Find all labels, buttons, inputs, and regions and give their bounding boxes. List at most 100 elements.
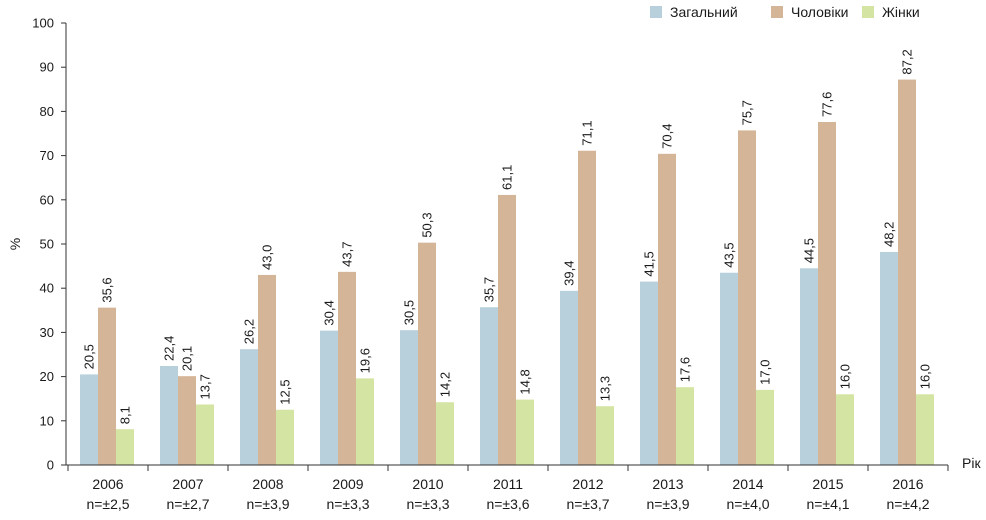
y-axis: 0 10 20 30 40 50 60 70 80 90 100 <box>32 16 67 473</box>
x-axis-label: Рік <box>962 455 981 471</box>
bar <box>240 349 258 465</box>
legend-label: Чоловіки <box>791 4 848 20</box>
bar <box>436 402 454 465</box>
x-axis: 2006 n=±2,5 2007 n=±2,7 2008 n=±3,9 2009 n=±3,3… <box>66 464 949 512</box>
x-tick-label: 2009 <box>332 476 363 492</box>
bar <box>916 394 934 465</box>
data-label: 43,5 <box>722 242 737 267</box>
x-tick-note: n=±4,1 <box>806 496 849 512</box>
data-label: 43,0 <box>260 245 275 270</box>
bar <box>578 150 596 465</box>
x-tick-note: n=±3,9 <box>646 496 689 512</box>
x-tick-label: 2015 <box>812 476 843 492</box>
bar <box>738 130 756 465</box>
data-label: 35,6 <box>100 277 115 302</box>
x-tick-label: 2016 <box>892 476 923 492</box>
x-tick-note: n=±4,0 <box>726 496 769 512</box>
bar <box>836 394 854 465</box>
bar <box>560 290 578 465</box>
data-label: 61,1 <box>500 165 515 190</box>
bar <box>116 429 134 465</box>
bar <box>596 406 614 465</box>
x-tick-note: n=±2,5 <box>86 496 129 512</box>
x-tick-note: n=±3,3 <box>406 496 449 512</box>
data-label: 70,4 <box>660 124 675 149</box>
x-tick-label: 2006 <box>92 476 123 492</box>
data-label: 26,2 <box>242 319 257 344</box>
data-label: 41,5 <box>642 251 657 276</box>
data-label: 30,4 <box>322 300 337 325</box>
y-tick-label: 90 <box>40 60 54 75</box>
bar <box>98 307 116 465</box>
data-label: 13,3 <box>598 376 613 401</box>
data-label: 17,6 <box>678 357 693 382</box>
data-label: 17,0 <box>758 360 773 385</box>
bar <box>516 399 534 465</box>
legend-label: Загальний <box>670 4 738 20</box>
bar <box>800 268 818 465</box>
legend-label: Жінки <box>882 4 920 20</box>
data-label: 39,4 <box>562 261 577 286</box>
data-label: 22,4 <box>162 336 177 361</box>
x-tick-label: 2013 <box>652 476 683 492</box>
bar <box>80 374 98 465</box>
data-label: 19,6 <box>358 348 373 373</box>
bar <box>898 79 916 466</box>
bar <box>480 307 498 465</box>
bar <box>258 274 276 465</box>
y-tick-label: 20 <box>40 369 54 384</box>
x-tick-label: 2012 <box>572 476 603 492</box>
data-label: 8,1 <box>118 406 133 424</box>
bar <box>178 376 196 465</box>
bar <box>880 251 898 465</box>
x-tick-note: n=±3,9 <box>246 496 289 512</box>
data-label: 13,7 <box>198 374 213 399</box>
y-tick-label: 10 <box>40 413 54 428</box>
y-tick-label: 70 <box>40 148 54 163</box>
legend-swatch <box>650 6 662 18</box>
y-tick-label: 100 <box>32 16 54 31</box>
data-label: 14,2 <box>438 372 453 397</box>
data-label: 14,8 <box>518 369 533 394</box>
legend-swatch <box>771 6 783 18</box>
legend: Загальний Чоловіки Жінки <box>650 4 920 20</box>
y-tick-label: 60 <box>40 192 54 207</box>
x-tick-label: 2008 <box>252 476 283 492</box>
bar <box>498 194 516 466</box>
data-label: 12,5 <box>278 379 293 404</box>
bar <box>400 330 418 465</box>
y-tick-label: 0 <box>47 458 54 473</box>
x-tick-label: 2007 <box>172 476 203 492</box>
bar <box>640 281 658 465</box>
data-label: 75,7 <box>740 100 755 125</box>
bar <box>196 404 214 465</box>
data-label: 43,7 <box>340 242 355 267</box>
x-tick-note: n=±3,7 <box>566 496 609 512</box>
bar <box>676 387 694 465</box>
data-label: 20,5 <box>82 344 97 369</box>
data-label: 77,6 <box>820 92 835 117</box>
data-label: 71,1 <box>580 120 595 145</box>
bar <box>160 365 178 465</box>
y-tick-label: 80 <box>40 104 54 119</box>
y-axis-label: % <box>7 238 23 250</box>
y-tick-label: 30 <box>40 325 54 340</box>
bar <box>276 409 294 465</box>
x-tick-label: 2014 <box>732 476 763 492</box>
data-label: 87,2 <box>900 49 915 74</box>
y-tick-label: 50 <box>40 237 54 252</box>
data-label: 16,0 <box>838 364 853 389</box>
bar <box>658 153 676 465</box>
x-tick-note: n=±2,7 <box>166 496 209 512</box>
bar <box>720 272 738 465</box>
data-label: 30,5 <box>402 300 417 325</box>
data-label: 50,3 <box>420 212 435 237</box>
x-tick-label: 2011 <box>493 476 523 492</box>
y-tick-label: 40 <box>40 281 54 296</box>
data-label: 48,2 <box>882 222 897 247</box>
x-tick-note: n=±4,2 <box>886 496 929 512</box>
data-label: 20,1 <box>180 346 195 371</box>
x-tick-note: n=±3,6 <box>486 496 529 512</box>
data-label: 44,5 <box>802 238 817 263</box>
